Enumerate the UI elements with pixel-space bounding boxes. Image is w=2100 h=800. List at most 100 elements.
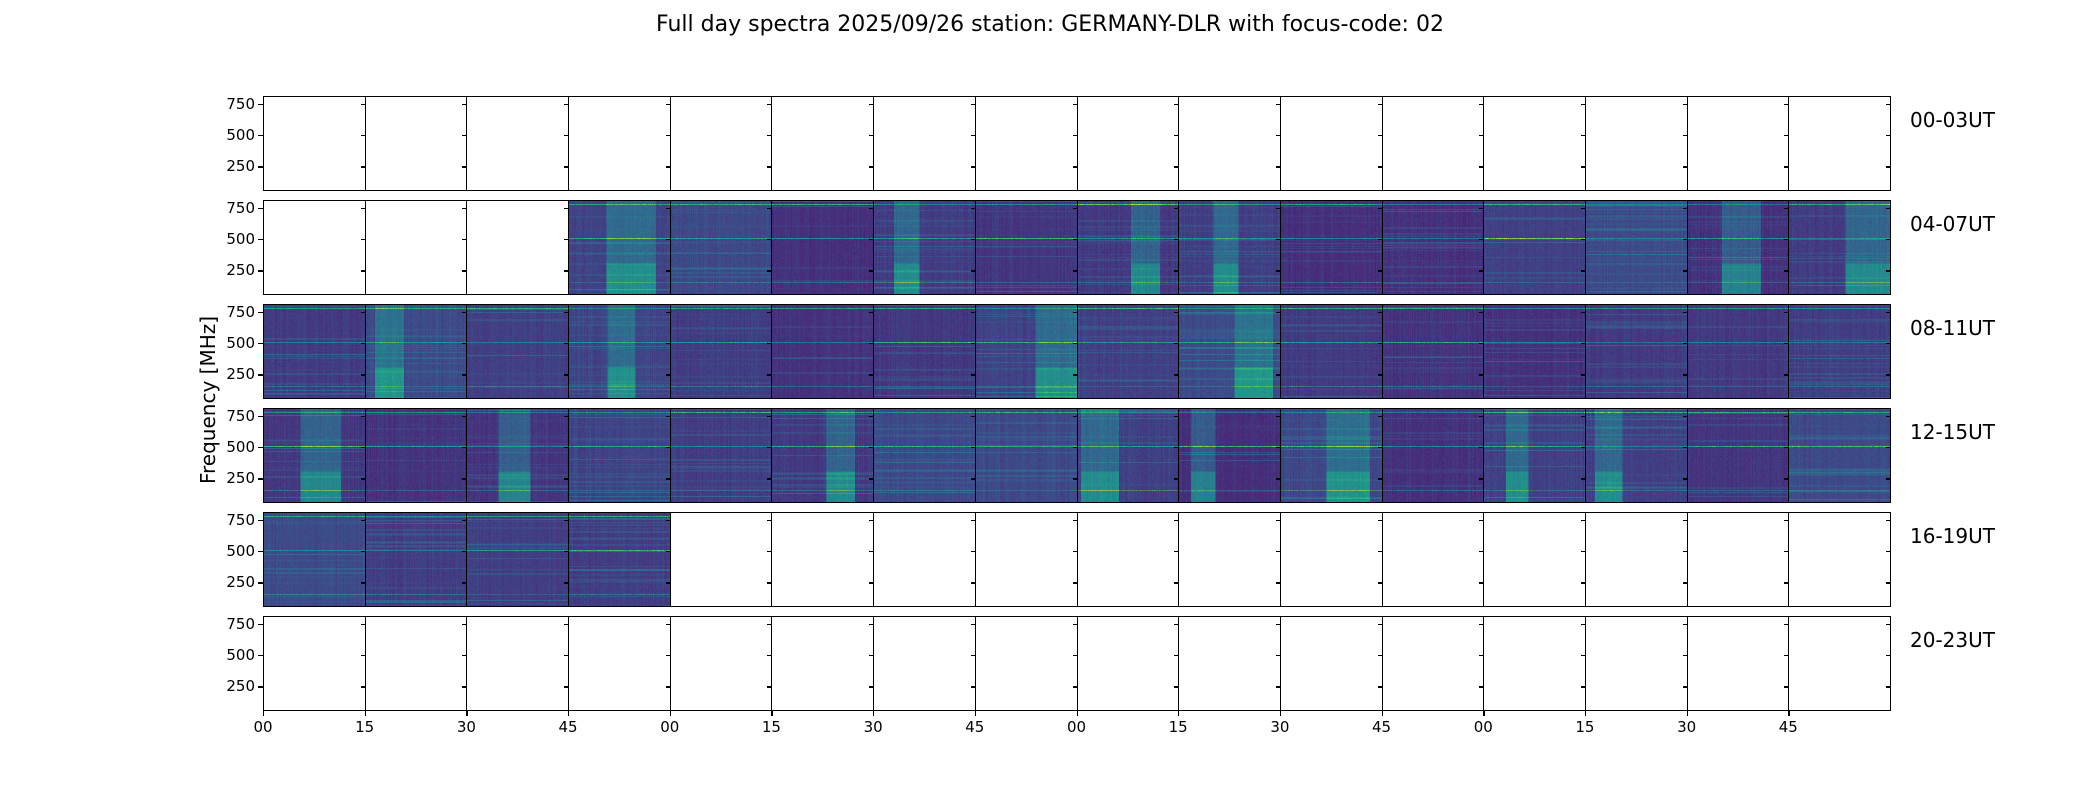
y-tick-mark [869,655,875,657]
x-tick-label: 15 [1575,718,1595,736]
y-tick-mark [1174,686,1180,688]
y-tick-mark [869,239,875,241]
y-tick-label: 500 [226,438,255,457]
y-tick-mark [1886,415,1891,418]
y-tick-mark [564,207,570,210]
y-tick-mark [1682,519,1688,522]
y-tick-mark [1479,519,1485,522]
y-tick-mark [665,311,671,314]
spectrogram-panel [873,304,976,399]
spectrogram-heatmap [772,305,874,398]
y-tick-label: 250 [226,365,255,384]
y-tick-mark [360,447,366,449]
y-tick-mark [970,103,976,106]
spectrogram-panel [1788,200,1891,295]
y-tick-mark [564,270,570,272]
x-tick-label: 00 [660,718,680,736]
spectrogram-panel: 250 500 750 [226,511,366,607]
y-tick-mark [1886,582,1891,584]
x-tick-label: 30 [1270,718,1290,736]
y-tick-mark [258,270,263,272]
y-tick-mark [1784,135,1790,137]
spectrogram-heatmap [1687,409,1789,502]
y-tick-mark [1580,551,1586,553]
y-tick-mark [1072,447,1078,449]
y-tick-mark [970,655,976,657]
spectrogram-heatmap [772,409,874,502]
y-tick-mark [258,655,263,657]
y-tick-mark [970,551,976,553]
y-tick-mark [1072,135,1078,137]
y-tick-mark [1377,686,1383,688]
spectrogram-panel [364,616,468,711]
y-tick-mark [1784,582,1790,584]
y-tick-mark [1784,343,1790,345]
spectrogram-panel [568,408,671,503]
y-tick-mark [1682,135,1688,137]
y-tick-label: 500 [226,542,255,561]
y-tick-label: 250 [226,469,255,488]
x-tick-label: 15 [355,718,375,736]
spectrogram-panel [1686,304,1790,399]
y-tick-mark [665,166,671,168]
y-tick-mark [258,374,263,376]
y-tick-mark [1580,239,1586,241]
y-tick-mark [360,166,366,168]
spectrogram-panel [1381,304,1485,399]
y-tick-mark [1580,270,1586,272]
y-tick-mark [869,270,875,272]
y-tick-mark [1479,582,1485,584]
y-tick-mark [1072,103,1078,106]
spectrogram-panel [1584,408,1688,503]
spectrogram-panel [669,408,773,503]
y-tick-mark [1784,551,1790,553]
y-tick-mark [462,478,468,480]
y-tick-mark [1275,207,1281,210]
spectrogram-heatmap [1789,201,1890,294]
spectrogram-panel [1483,408,1586,503]
y-tick-mark [360,343,366,345]
y-tick-mark [1886,374,1891,376]
spectrogram-heatmap [1382,409,1484,502]
y-tick-mark [1580,415,1586,418]
y-tick-mark [360,686,366,688]
y-tick-mark [1275,239,1281,241]
spectrogram-panel [1788,96,1891,191]
y-tick-mark [665,623,671,626]
y-tick-label: 250 [226,157,255,176]
spectrogram-panel [568,200,671,295]
y-tick-mark [665,551,671,553]
y-tick-mark [1784,166,1790,168]
y-tick-mark [1377,239,1383,241]
x-tick-label: 30 [456,718,476,736]
spectrogram-panel [1076,200,1180,295]
y-tick-label: 500 [226,126,255,145]
y-tick-mark [970,343,976,345]
y-tick-mark [564,103,570,106]
y-tick-mark [258,551,263,553]
y-tick-mark [1072,582,1078,584]
y-tick-mark [970,686,976,688]
y-tick-mark [869,478,875,480]
spectrogram-heatmap [1077,305,1179,398]
y-tick-mark [1580,623,1586,626]
y-tick-mark [360,582,366,584]
spectrogram-panel [364,304,468,399]
spectrogram-panel [1381,616,1485,711]
y-tick-mark [767,415,773,418]
y-tick-mark [564,582,570,584]
y-tick-mark [970,374,976,376]
y-tick-mark [869,343,875,345]
y-tick-mark [665,343,671,345]
y-tick-mark [970,270,976,272]
y-tick-mark [1377,415,1383,418]
y-tick-mark [970,311,976,314]
spectrogram-panel [669,304,773,399]
y-tick-mark [564,519,570,522]
y-tick-mark [767,207,773,210]
spectrogram-panel [1483,304,1586,399]
row-label: 12-15UT [1910,419,1995,444]
y-tick-mark [1784,270,1790,272]
spectrogram-panel [873,616,976,711]
y-tick-mark [462,239,468,241]
